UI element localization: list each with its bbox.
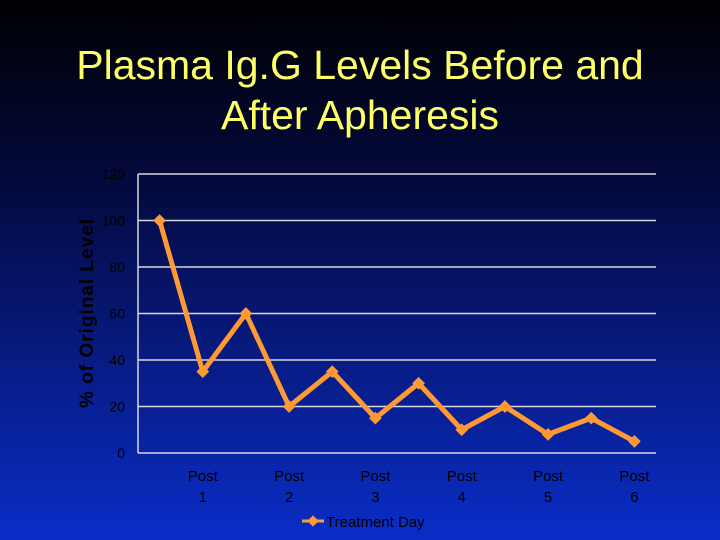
x-tick-labels: Post 1 Post 2 Post 3 Post 4 Post 5 Post 6 — [188, 468, 651, 506]
x-tick-label: Post — [360, 468, 391, 485]
data-point-marker — [196, 365, 210, 378]
legend: Treatment Day — [302, 514, 425, 531]
x-tick-label: 1 — [199, 489, 207, 506]
grid-lines — [137, 173, 656, 454]
y-tick-label: 40 — [109, 352, 125, 368]
x-tick-label: Post — [188, 468, 219, 485]
x-tick-label: 6 — [630, 489, 638, 506]
y-tick-label: 80 — [109, 259, 125, 275]
x-tick-label: Post — [447, 468, 478, 485]
data-point-marker — [239, 307, 253, 320]
y-tick-label: 100 — [102, 213, 126, 229]
x-tick-label: 3 — [371, 489, 379, 506]
y-tick-label: 20 — [109, 399, 125, 415]
data-point-marker — [153, 214, 166, 227]
data-point-marker — [412, 376, 425, 390]
x-tick-label: Post — [533, 468, 564, 485]
x-tick-label: 5 — [544, 489, 552, 506]
legend-marker-swatch — [307, 515, 319, 527]
series-line-0 — [157, 218, 637, 444]
y-tick-label: 0 — [117, 445, 125, 461]
data-point-marker — [325, 365, 339, 378]
title-line-1: Plasma Ig.G Levels Before and — [76, 42, 644, 88]
data-point-marker — [369, 411, 382, 425]
x-tick-label: 4 — [458, 489, 466, 506]
y-tick-label: 120 — [102, 166, 126, 182]
x-tick-label: Post — [619, 468, 650, 485]
data-point-marker — [282, 400, 296, 413]
y-tick-labels: 0 20 40 60 80 100 120 — [102, 166, 126, 461]
slide-title: Plasma Ig.G Levels Before and After Aphe… — [0, 40, 720, 140]
data-point-marker — [498, 400, 512, 413]
x-tick-label: Post — [274, 468, 305, 485]
y-tick-label: 60 — [109, 306, 125, 322]
series-layer — [153, 214, 641, 448]
title-line-2: After Apheresis — [220, 92, 500, 138]
x-tick-label: 2 — [285, 489, 293, 506]
y-axis-label: % of Original Level — [77, 218, 98, 408]
legend-entry-label: Treatment Day — [326, 514, 425, 531]
data-point-marker — [455, 423, 469, 437]
